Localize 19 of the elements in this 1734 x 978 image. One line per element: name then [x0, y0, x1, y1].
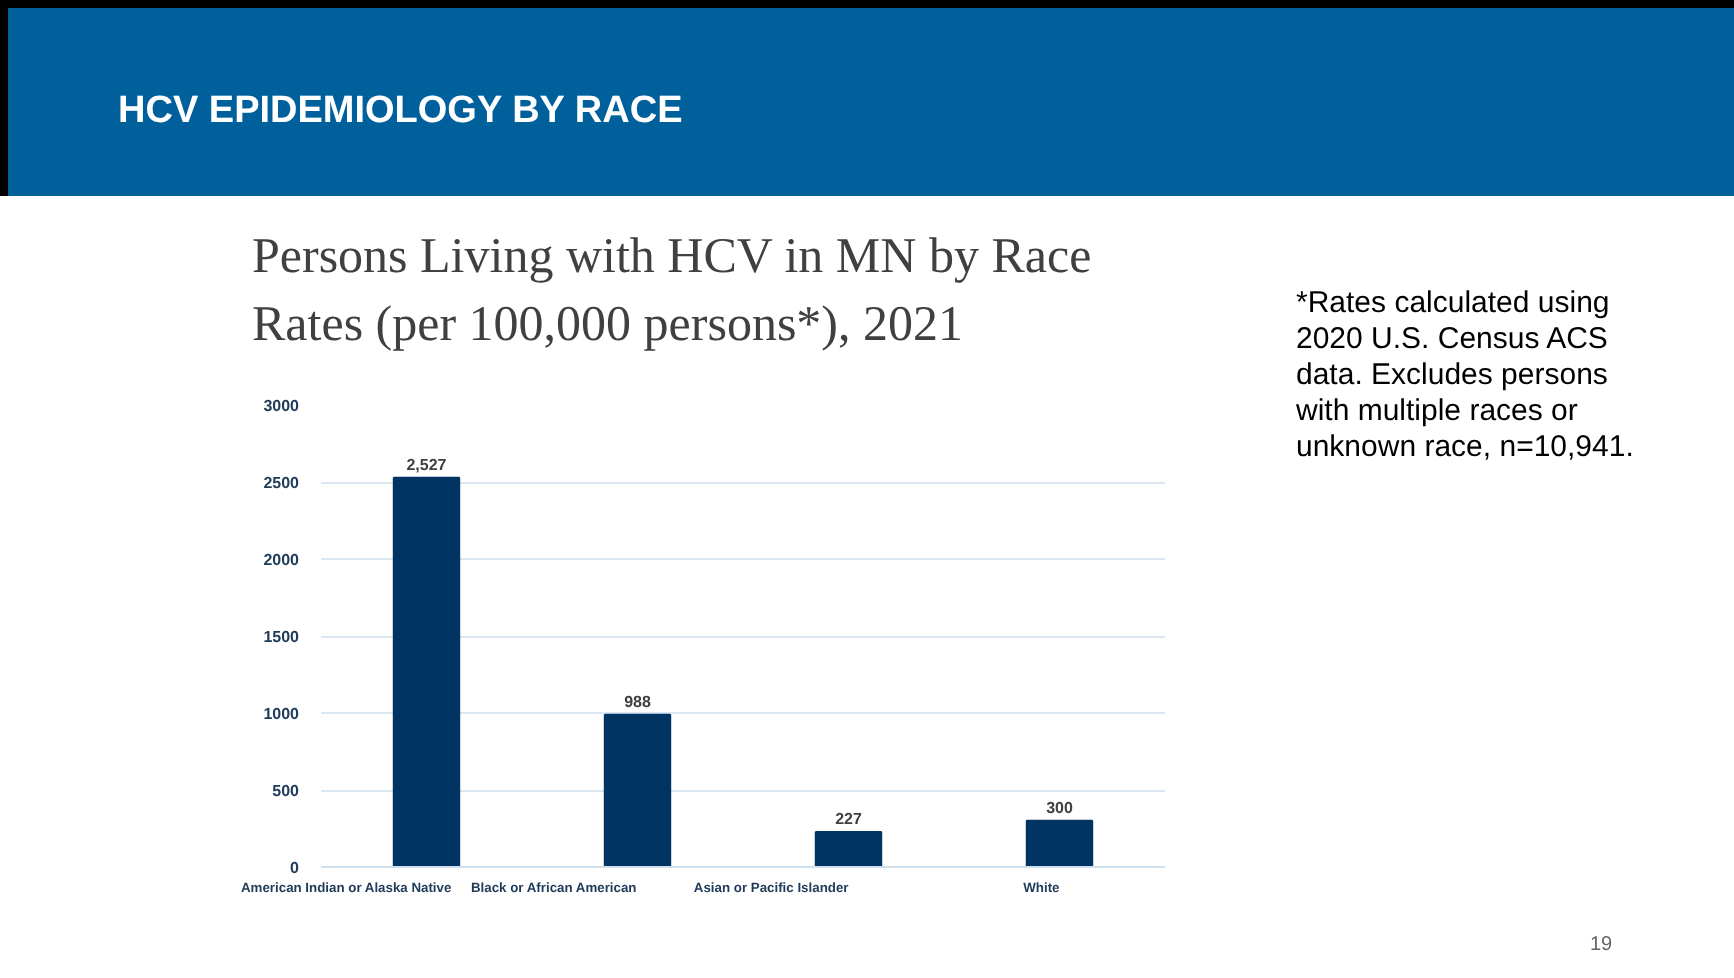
bar — [1025, 819, 1094, 867]
bar — [392, 476, 461, 867]
chart-title: HCV EPIDEMIOLOGY BY RACE — [118, 88, 683, 136]
bar — [603, 713, 672, 867]
y-tick-label: 2500 — [263, 474, 301, 492]
data-label: 227 — [835, 810, 863, 829]
chart-subtitle: Persons Living with HCV in MN by Race Rates (per 100,000 persons*), 2021 — [252, 228, 1092, 356]
y-tick-label: 0 — [290, 859, 301, 877]
y-tick-label: 1000 — [263, 705, 301, 723]
data-label: 2,527 — [406, 455, 448, 474]
data-label: 300 — [1046, 798, 1074, 817]
text: 19 — [1590, 932, 1613, 960]
y-tick-label: 2000 — [263, 551, 301, 569]
y-tick-label: 3000 — [263, 397, 301, 415]
text: *Rates calculated using 2020 U.S. Census ACS data. Excludes persons with multiple races or unknown race, n=10,941. — [1296, 286, 1636, 466]
y-tick-label: 500 — [272, 782, 301, 800]
y-tick-label: 1500 — [263, 628, 301, 646]
data-label: 988 — [624, 692, 652, 711]
bar — [814, 831, 883, 867]
